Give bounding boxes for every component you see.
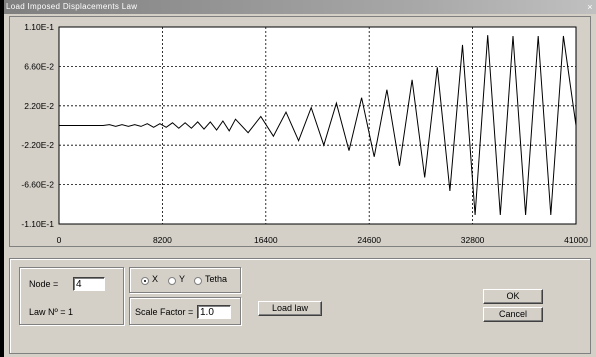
law-number-label: Law Nº = 1 [29,307,74,317]
control-panel: Node = Law Nº = 1 X Y Tetha Scale Factor… [9,258,591,354]
title-bar: Load Imposed Displacements Law × [4,0,596,14]
scale-group: Scale Factor = [129,297,241,325]
load-law-button[interactable]: Load law [258,301,322,316]
y-tick-label: -1.10E-1 [21,219,54,229]
window-left-border [0,0,4,357]
window-title: Load Imposed Displacements Law [6,2,138,11]
radio-x-label: X [152,274,159,284]
node-label: Node = [29,279,59,289]
y-tick-label: -6.60E-2 [21,180,54,190]
ok-button[interactable]: OK [483,289,543,304]
close-button[interactable]: × [587,2,593,12]
chart-frame: 1.10E-1 6.60E-2 2.20E-2 -2.20E-2 -6.60E-2 -1.… [9,16,591,247]
y-tick-label: 1.10E-1 [24,22,54,32]
radio-tetha-label: Tetha [205,274,228,284]
series-line [59,35,577,216]
cancel-button[interactable]: Cancel [483,307,543,322]
x-tick-label: 8200 [153,235,172,245]
y-tick-label: 6.60E-2 [24,61,54,71]
y-tick-label: -2.20E-2 [21,140,54,150]
radio-tetha[interactable] [194,277,202,285]
node-input[interactable] [73,277,105,291]
x-tick-label: 0 [57,235,62,245]
radio-y[interactable] [168,277,176,285]
y-tick-label: 2.20E-2 [24,101,54,111]
scale-factor-input[interactable] [197,305,231,319]
x-tick-label: 41000 [564,235,588,245]
node-group: Node = Law Nº = 1 [19,267,124,325]
x-tick-label: 32800 [461,235,485,245]
radio-x[interactable] [141,277,149,285]
x-tick-label: 24600 [357,235,381,245]
axis-group: X Y Tetha [129,267,241,293]
x-tick-label: 16400 [254,235,278,245]
radio-y-label: Y [179,274,186,284]
scale-factor-label: Scale Factor = [135,307,194,317]
displacement-chart: 1.10E-1 6.60E-2 2.20E-2 -2.20E-2 -6.60E-2 -1.… [21,22,588,245]
